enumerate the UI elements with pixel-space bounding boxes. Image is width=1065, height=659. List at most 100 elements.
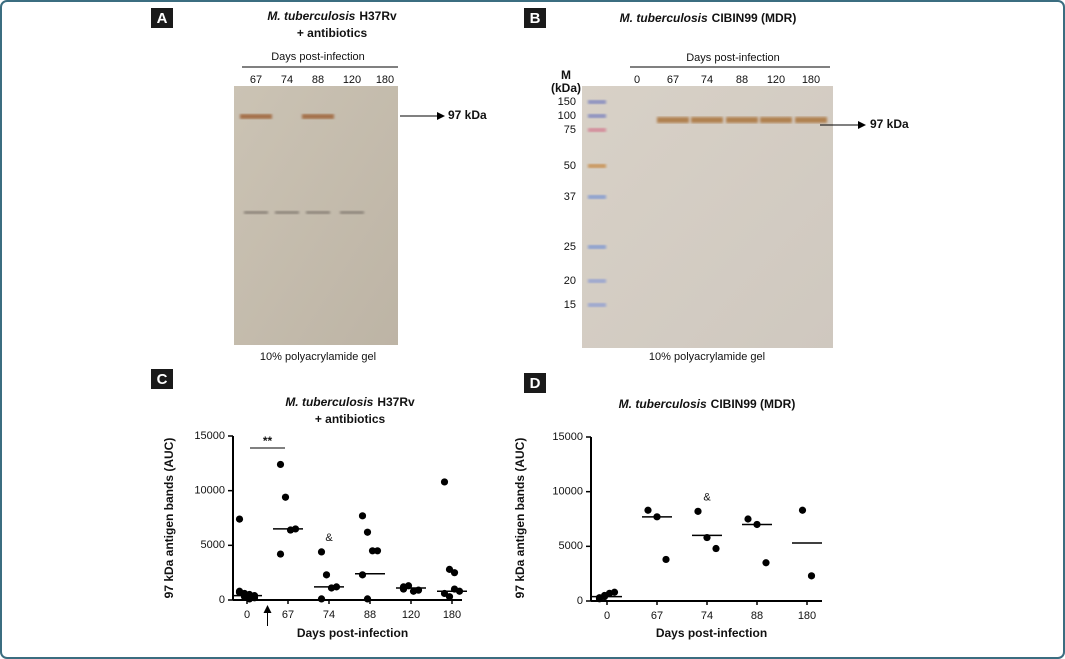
- dot: [762, 559, 770, 567]
- panel-title: M. tuberculosis H37Rv: [267, 9, 397, 23]
- title-italic: M. tuberculosis: [285, 395, 373, 409]
- lane-label: 88: [312, 74, 324, 86]
- ladder-band: [588, 245, 606, 249]
- arrow-head: [437, 112, 445, 120]
- dot: [276, 550, 285, 558]
- ladder-band: [588, 114, 606, 118]
- ladder-band: [588, 303, 606, 307]
- marker-label: 50: [564, 160, 576, 172]
- faint-band: [244, 211, 268, 214]
- dot: [322, 571, 331, 579]
- dot: [363, 595, 372, 603]
- dot: [798, 506, 807, 514]
- title-rest: CIBIN99 (MDR): [711, 397, 796, 411]
- dot: [440, 478, 449, 486]
- panel-label-box: [151, 8, 173, 28]
- dot: [235, 515, 244, 523]
- title-rest: H37Rv: [377, 395, 415, 409]
- band: [657, 117, 689, 123]
- y-tick-label: 5000: [559, 540, 583, 552]
- x-tick-label: 67: [651, 610, 663, 622]
- band-label: 97 kDa: [870, 117, 909, 131]
- gel-header: Days post-infection: [271, 51, 365, 63]
- dot: [712, 544, 720, 553]
- dot: [399, 585, 408, 593]
- y-tick-label: 0: [577, 595, 583, 607]
- x-tick-label: 88: [364, 609, 376, 621]
- dot: [358, 512, 367, 520]
- lane-label: 88: [736, 74, 748, 86]
- gel-footer: 10% polyacrylamide gel: [260, 351, 376, 363]
- panel-label: D: [530, 375, 541, 392]
- title-italic: M. tuberculosis: [620, 11, 708, 25]
- marker-label: 15: [564, 299, 576, 311]
- x-tick-label: 74: [701, 610, 713, 622]
- panel-title: M. tuberculosis CIBIN99 (MDR): [619, 397, 796, 411]
- marker-label: 75: [564, 124, 576, 136]
- annotation: &: [325, 532, 333, 544]
- x-tick-label: 67: [282, 609, 294, 621]
- y-tick-label: 10000: [194, 485, 225, 497]
- title-rest: H37Rv: [359, 9, 397, 23]
- annotation: &: [703, 491, 711, 503]
- panel-label: C: [157, 371, 168, 388]
- title-italic: M. tuberculosis: [267, 9, 355, 23]
- marker-label: 20: [564, 275, 576, 287]
- dot: [235, 587, 244, 595]
- dot: [281, 493, 290, 501]
- marker-title: M: [561, 68, 571, 82]
- panel-title: M. tuberculosis H37Rv: [285, 395, 415, 409]
- band: [760, 117, 792, 123]
- panel-label: B: [530, 10, 541, 27]
- x-tick-label: 0: [604, 610, 610, 622]
- lane-label: 120: [343, 74, 361, 86]
- lane-label: 0: [634, 74, 640, 86]
- gel: [234, 86, 398, 345]
- y-axis-title: 97 kDa antigen bands (AUC): [513, 438, 527, 599]
- dot: [317, 595, 326, 603]
- lane-label: 67: [667, 74, 679, 86]
- title-italic: M. tuberculosis: [619, 397, 707, 411]
- panel-label-box: [524, 373, 546, 393]
- lane-label: 120: [767, 74, 785, 86]
- arrow-head: [263, 605, 272, 613]
- lane-label: 74: [701, 74, 713, 86]
- gel-footer: 10% polyacrylamide gel: [649, 351, 765, 363]
- band: [795, 117, 827, 123]
- faint-band: [275, 211, 299, 214]
- y-tick-label: 10000: [552, 486, 583, 498]
- panel-label-box: [524, 8, 546, 28]
- band: [726, 117, 758, 123]
- panel-label-box: [151, 369, 173, 389]
- dot: [358, 571, 367, 579]
- marker-title: (kDa): [551, 81, 581, 95]
- marker-label: 25: [564, 241, 576, 253]
- y-axis-title: 97 kDa antigen bands (AUC): [162, 438, 176, 599]
- ladder-band: [588, 164, 606, 168]
- gel-header: Days post-infection: [686, 52, 780, 64]
- marker-label: 150: [558, 96, 576, 108]
- band: [302, 114, 334, 119]
- x-tick-label: 0: [244, 609, 250, 621]
- content: A M. tuberculosis H37Rv + antibiotics Days p…: [151, 8, 909, 640]
- marker-label: 100: [558, 110, 576, 122]
- dot: [317, 548, 326, 556]
- title-rest: CIBIN99 (MDR): [712, 11, 797, 25]
- faint-band: [340, 211, 364, 214]
- dot: [644, 506, 652, 514]
- annotation: **: [263, 434, 273, 448]
- panel-label: A: [157, 10, 168, 27]
- ladder-band: [588, 100, 606, 104]
- dot: [368, 547, 377, 555]
- x-axis-title: Days post-infection: [656, 626, 767, 640]
- x-tick-label: 120: [402, 609, 420, 621]
- dot: [276, 460, 285, 469]
- ladder-band: [588, 195, 606, 199]
- x-tick-label: 180: [443, 609, 461, 621]
- y-tick-label: 0: [219, 594, 225, 606]
- y-tick-label: 15000: [552, 431, 583, 443]
- lane-label: 74: [281, 74, 293, 86]
- dot: [662, 555, 670, 564]
